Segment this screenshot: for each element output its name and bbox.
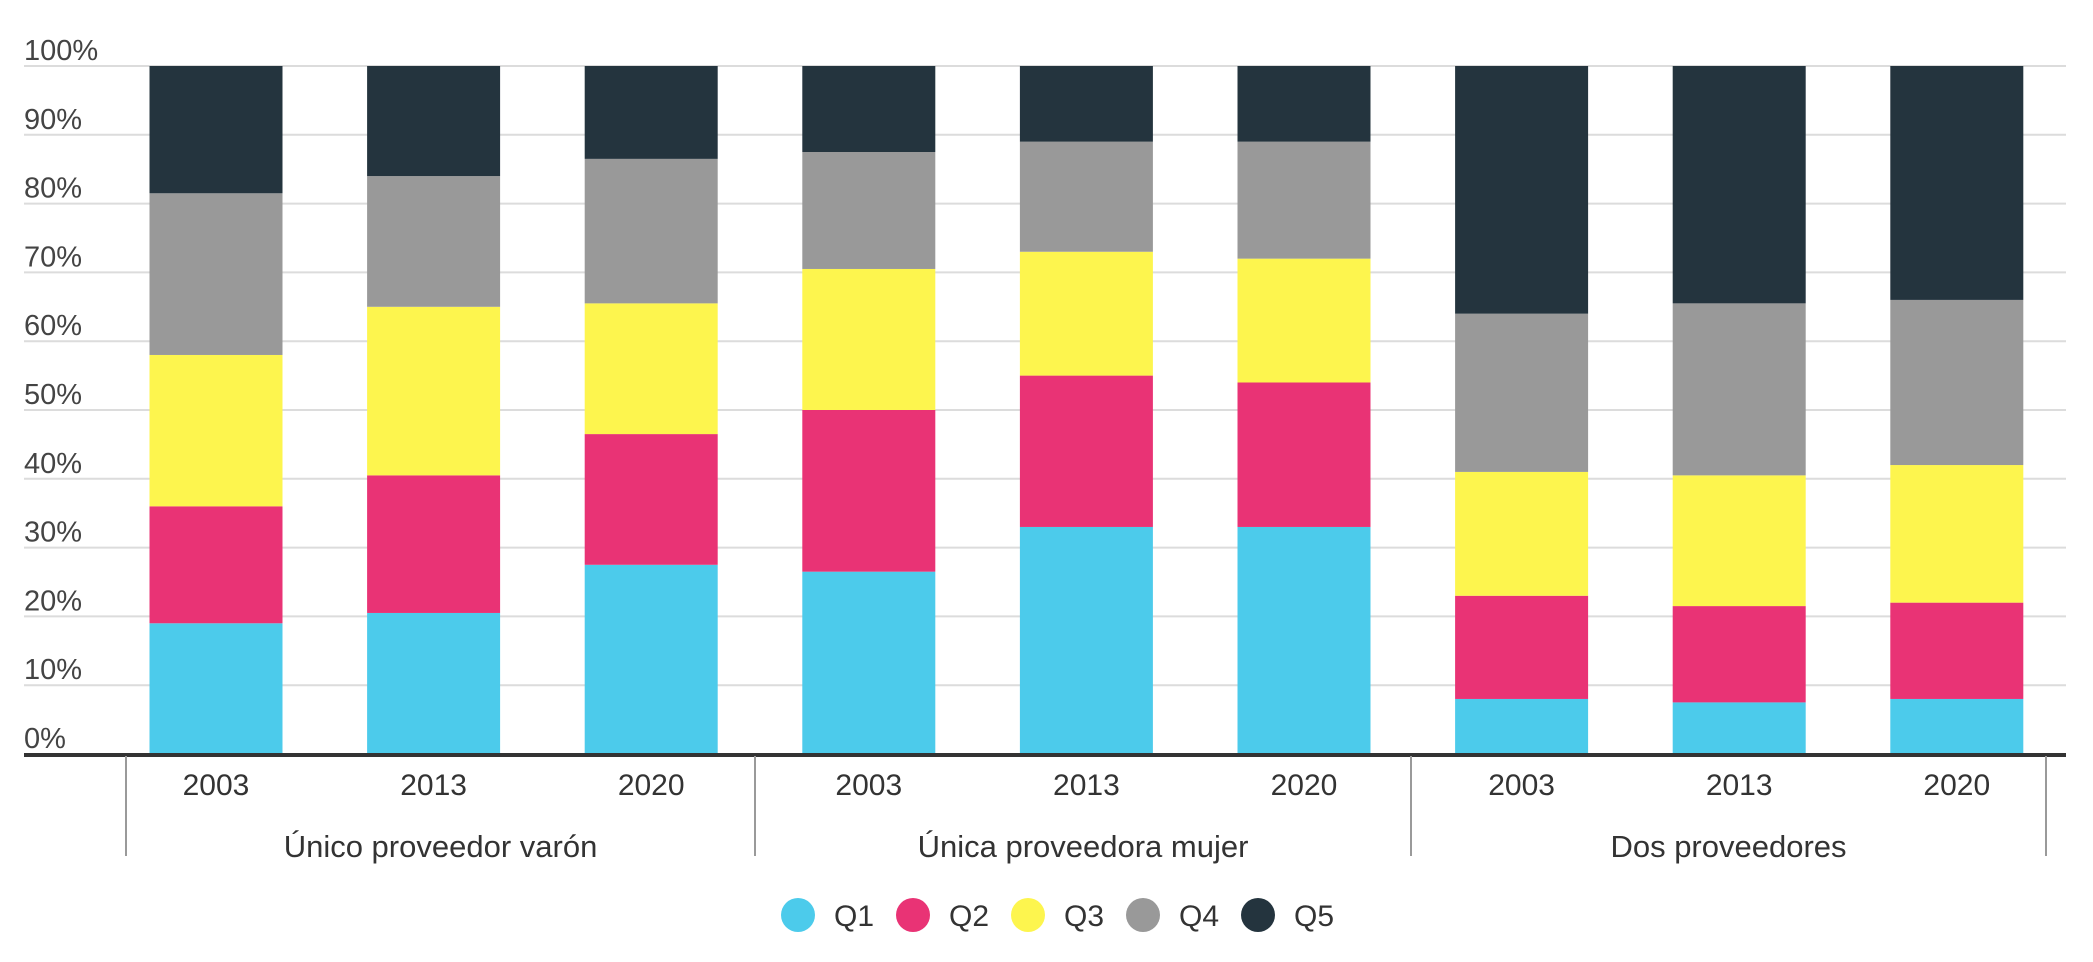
bar-segment-q2 — [1672, 606, 1806, 703]
bar-segment-q2 — [1455, 595, 1589, 699]
bar-segment-q5 — [584, 66, 718, 159]
bar-segment-q1 — [1890, 698, 2024, 754]
legend-marker-q4 — [1126, 898, 1160, 932]
bar-segment-q3 — [584, 303, 718, 435]
bar-segment-q1 — [1237, 526, 1371, 754]
y-tick-label: 30% — [24, 517, 82, 549]
bar-segment-q4 — [584, 158, 718, 304]
group-label: Único proveedor varón — [284, 829, 598, 864]
group-label: Única proveedora mujer — [918, 829, 1249, 864]
y-axis-tick-labels: 0% 10% 20% 30% 40% 50% 60% 70% 80% 90% 100% — [24, 35, 98, 755]
bar-segment-q3 — [802, 268, 936, 410]
bar-segment-q5 — [1237, 66, 1371, 142]
bar-segment-q2 — [367, 475, 501, 613]
x-tick-label: 2013 — [1053, 769, 1120, 802]
bar-segment-q5 — [1019, 66, 1153, 142]
legend-marker-q3 — [1011, 898, 1045, 932]
y-tick-label: 40% — [24, 448, 82, 480]
x-tick-label: 2013 — [1706, 769, 1773, 802]
bar-segment-q1 — [1019, 526, 1153, 754]
bar-segment-q1 — [1672, 702, 1806, 754]
bar-segment-q3 — [367, 306, 501, 476]
legend-label: Q4 — [1179, 900, 1219, 933]
bar-segment-q3 — [1672, 475, 1806, 607]
bar-segment-q2 — [1019, 375, 1153, 527]
legend-marker-q1 — [781, 898, 815, 932]
bar-segment-q1 — [149, 623, 283, 754]
bar-segment-q5 — [149, 66, 283, 194]
legend-marker-q5 — [1241, 898, 1275, 932]
bar-segment-q2 — [149, 506, 283, 624]
bar-segment-q2 — [584, 434, 718, 565]
x-tick-label: 2013 — [400, 769, 467, 802]
bar-segment-q4 — [367, 176, 501, 307]
bar-segment-q4 — [1672, 303, 1806, 476]
legend-marker-q2 — [896, 898, 930, 932]
y-tick-label: 90% — [24, 104, 82, 136]
bar-segment-q5 — [367, 66, 501, 177]
bar-segment-q4 — [1455, 313, 1589, 472]
bar-segment-q5 — [1455, 66, 1589, 314]
y-tick-label: 60% — [24, 310, 82, 342]
bar-segment-q5 — [1890, 66, 2024, 300]
bar-segment-q4 — [1890, 299, 2024, 466]
x-tick-label: 2020 — [1271, 769, 1338, 802]
y-tick-label: 70% — [24, 241, 82, 273]
bar-segment-q4 — [1019, 141, 1153, 252]
legend-label: Q5 — [1294, 900, 1334, 933]
bar-segment-q2 — [1890, 602, 2024, 699]
bar-segment-q1 — [1455, 698, 1589, 754]
y-tick-label: 80% — [24, 173, 82, 205]
x-axis: 2003 2013 2020 Único proveedor varón 2003 201… — [125, 756, 2047, 864]
bar-segment-q2 — [802, 410, 936, 572]
bar-segment-q2 — [1237, 382, 1371, 527]
bar-segment-q4 — [149, 193, 283, 355]
bars — [149, 66, 2024, 754]
legend: Q1 Q2 Q3 Q4 Q5 — [781, 898, 1334, 933]
y-tick-label: 20% — [24, 585, 82, 617]
y-tick-label: 10% — [24, 654, 82, 686]
bar-segment-q3 — [1455, 471, 1589, 596]
bar-segment-q3 — [1237, 258, 1371, 383]
y-tick-label: 100% — [24, 35, 98, 67]
bar-segment-q3 — [1019, 251, 1153, 376]
group-label: Dos proveedores — [1610, 829, 1846, 864]
bar-segment-q5 — [802, 66, 936, 152]
y-tick-label: 50% — [24, 379, 82, 411]
bar-segment-q3 — [1890, 465, 2024, 603]
legend-label: Q3 — [1064, 900, 1104, 933]
y-tick-label: 0% — [24, 723, 66, 755]
x-tick-label: 2020 — [618, 769, 685, 802]
x-tick-label: 2003 — [183, 769, 250, 802]
bar-segment-q1 — [802, 571, 936, 754]
legend-label: Q2 — [949, 900, 989, 933]
bar-segment-q4 — [1237, 141, 1371, 259]
x-tick-label: 2003 — [835, 769, 902, 802]
bar-segment-q5 — [1672, 66, 1806, 304]
bar-segment-q4 — [802, 152, 936, 269]
x-tick-label: 2020 — [1923, 769, 1990, 802]
bar-segment-q1 — [367, 612, 501, 754]
bar-segment-q1 — [584, 564, 718, 754]
bar-segment-q3 — [149, 354, 283, 507]
x-tick-label: 2003 — [1488, 769, 1555, 802]
legend-label: Q1 — [834, 900, 874, 933]
